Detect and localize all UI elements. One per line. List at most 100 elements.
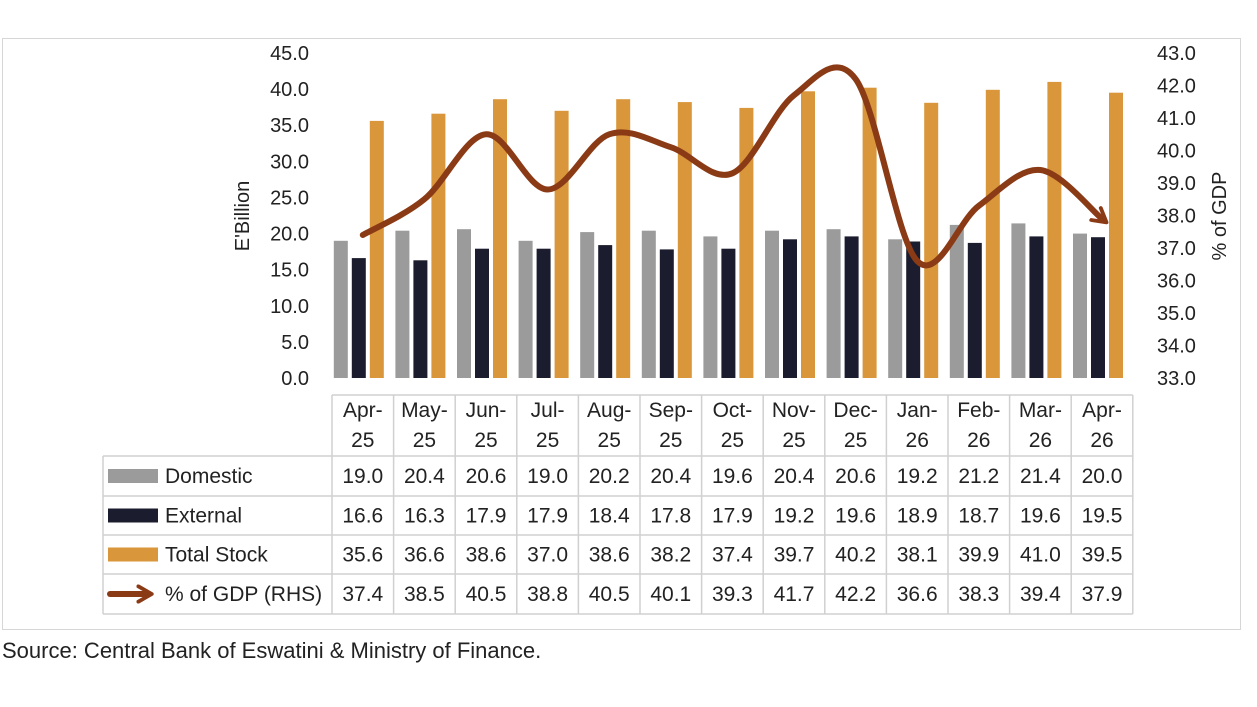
table-cell-value: 21.2 [958,465,999,488]
table-cell-value: 40.5 [466,583,507,606]
bar-external-oct-25 [721,248,736,378]
table-cell-value: 19.5 [1082,505,1123,528]
bar-total-stock-dec-25 [862,87,877,378]
bar-total-stock-apr-25 [369,120,384,379]
bar-total-stock-jan-26 [924,102,939,379]
legend-label: Total Stock [165,544,268,567]
table-cell-value: 17.8 [650,505,691,528]
x-axis-tick-label: Apr- [343,399,383,422]
table-cell-value: 21.4 [1020,465,1061,488]
bar-domestic-jan-26 [888,239,903,378]
x-axis-tick-label: 26 [1090,429,1113,452]
bar-total-stock-jul-25 [554,110,569,379]
table-cell-value: 38.8 [527,583,568,606]
bar-external-apr-25 [351,258,366,378]
table-cell-value: 36.6 [897,583,938,606]
bar-external-jan-26 [906,241,921,378]
table-cell-value: 38.2 [650,544,691,567]
table-cell-value: 40.2 [835,544,876,567]
table-cell-value: 18.7 [958,505,999,528]
table-cell-value: 19.0 [527,465,568,488]
table-cell-value: 37.4 [712,544,753,567]
left-axis-tick-label: 15.0 [270,260,309,282]
bar-total-stock-sep-25 [677,102,692,378]
table-cell-value: 42.2 [835,583,876,606]
table-cell-value: 17.9 [466,505,507,528]
bar-domestic-apr-26 [1073,233,1087,378]
table-cell-value: 19.2 [897,465,938,488]
bar-external-dec-25 [844,236,859,378]
x-axis-tick-label: 25 [844,429,867,452]
x-axis-tick-label: 26 [967,429,990,452]
bar-domestic-nov-25 [765,230,779,378]
bar-external-mar-26 [1029,236,1044,378]
x-axis-tick-label: Sep- [649,399,693,422]
bar-domestic-may-25 [395,230,410,378]
table-cell-value: 39.3 [712,583,753,606]
table-cell-value: 36.6 [404,544,445,567]
right-axis-tick-label: 38.0 [1157,206,1196,228]
table-cell-value: 39.4 [1020,583,1061,606]
left-axis-tick-label: 45.0 [270,43,309,65]
table-cell-value: 38.1 [897,544,938,567]
bar-external-nov-25 [783,239,797,378]
legend-key-total-stock [108,547,158,562]
table-cell-value: 39.7 [774,544,815,567]
table-cell-value: 20.2 [589,465,630,488]
legend-label: External [165,505,242,528]
left-axis-tick-label: 40.0 [270,79,309,101]
bar-external-jun-25 [475,248,489,378]
table-cell-value: 20.0 [1082,465,1123,488]
table-cell-value: 19.6 [835,505,876,528]
bar-external-sep-25 [659,249,674,378]
table-cell-value: 41.7 [774,583,815,606]
right-axis-tick-label: 43.0 [1157,43,1196,65]
right-axis-tick-label: 36.0 [1157,271,1196,293]
x-axis-tick-label: 25 [413,429,436,452]
right-axis-title: % of GDP [1209,172,1231,261]
left-axis-title: E'Billion [232,181,254,252]
table-cell-value: 41.0 [1020,544,1061,567]
bar-domestic-oct-25 [703,236,718,378]
right-axis-tick-label: 37.0 [1157,238,1196,260]
x-axis-tick-label: May- [401,399,448,422]
legend-label: Domestic [165,465,253,488]
x-axis-tick-label: Oct- [713,399,753,422]
left-axis-tick-label: 10.0 [270,296,309,318]
x-axis-tick-label: Jun- [466,399,507,422]
right-axis-tick-label: 40.0 [1157,141,1196,163]
bar-domestic-dec-25 [826,229,841,378]
x-axis-tick-label: Nov- [772,399,816,422]
table-cell-value: 18.4 [589,505,630,528]
x-axis-tick-label: 25 [782,429,805,452]
table-cell-value: 20.4 [650,465,691,488]
table-cell-value: 38.6 [589,544,630,567]
table-cell-value: 37.0 [527,544,568,567]
bar-total-stock-oct-25 [739,107,754,379]
x-axis-tick-label: 26 [906,429,929,452]
line-gdp-share [359,64,1109,269]
table-cell-value: 20.6 [835,465,876,488]
bar-external-jul-25 [536,248,551,378]
legend-key-external [108,508,158,523]
table-cell-value: 39.5 [1082,544,1123,567]
bar-external-may-25 [413,260,428,378]
bar-domestic-jun-25 [457,229,471,378]
right-axis-tick-label: 35.0 [1157,303,1196,325]
legend-label: % of GDP (RHS) [165,583,322,606]
bar-total-stock-feb-26 [985,89,1000,379]
x-axis-tick-label: Mar- [1019,399,1062,422]
table-cell-value: 19.6 [1020,505,1061,528]
bar-external-apr-26 [1091,237,1105,378]
table-cell-value: 40.5 [589,583,630,606]
table-cell-value: 40.1 [650,583,691,606]
bar-domestic-aug-25 [580,232,595,378]
x-axis-tick-label: 25 [474,429,497,452]
x-axis-tick-label: Apr- [1082,399,1122,422]
bar-total-stock-aug-25 [616,99,631,378]
chart-frame [2,38,1241,630]
bar-total-stock-jun-25 [493,99,507,378]
table-cell-value: 35.6 [342,544,383,567]
x-axis-tick-label: Jan- [897,399,938,422]
